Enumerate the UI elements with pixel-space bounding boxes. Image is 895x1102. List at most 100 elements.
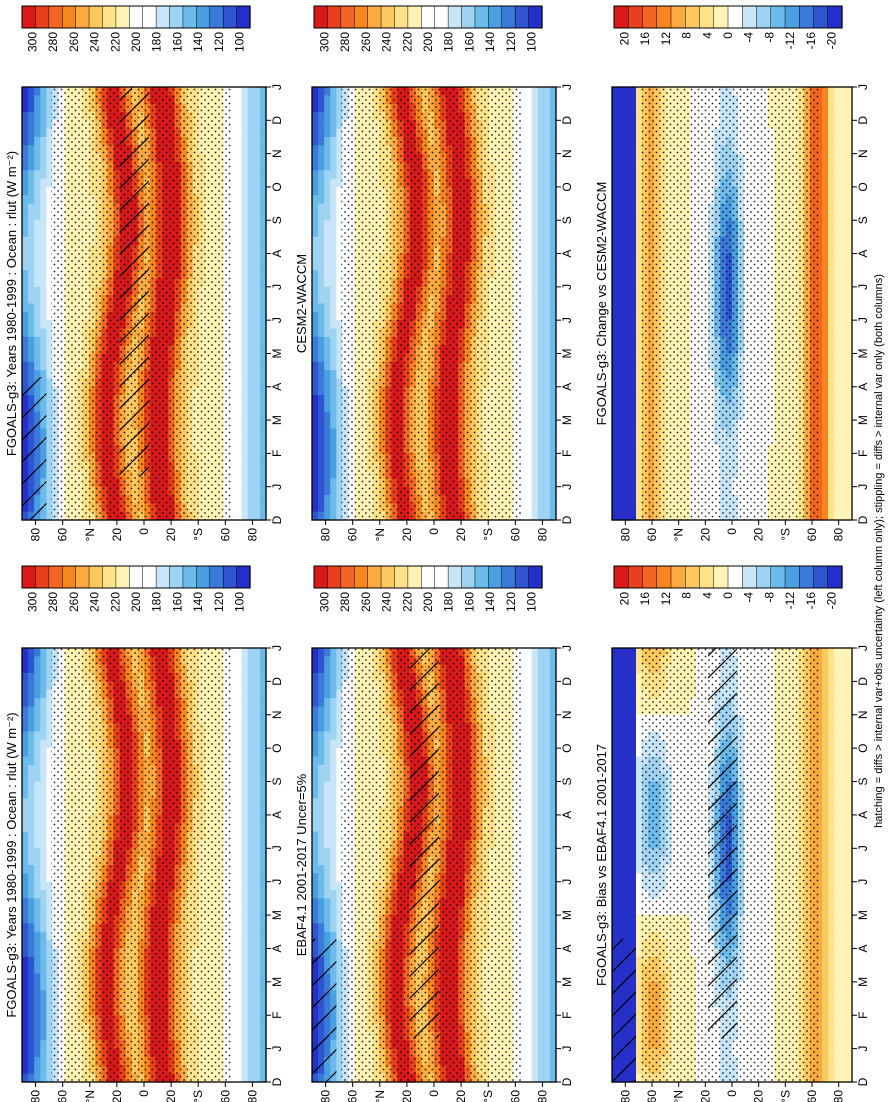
heat-cell bbox=[318, 765, 325, 774]
heat-cell bbox=[318, 832, 325, 841]
heat-cell bbox=[28, 362, 35, 371]
heat-cell bbox=[248, 865, 255, 874]
heat-cell bbox=[330, 915, 337, 924]
hatching bbox=[120, 87, 149, 477]
heat-cell bbox=[242, 104, 249, 113]
heat-cell bbox=[236, 965, 243, 974]
heat-cell bbox=[242, 154, 249, 163]
heat-cell bbox=[254, 690, 261, 699]
heat-cell bbox=[34, 673, 41, 682]
heat-cell bbox=[236, 512, 243, 521]
heat-cell bbox=[242, 470, 249, 479]
heat-cell bbox=[28, 715, 35, 724]
heat-cell bbox=[254, 1049, 261, 1058]
latitude-tick-label: 60 bbox=[56, 528, 70, 542]
latitude-tick-label: °N bbox=[83, 528, 97, 541]
heat-cell bbox=[248, 782, 255, 791]
heat-cell bbox=[254, 270, 261, 279]
heat-cell bbox=[28, 1032, 35, 1041]
heat-cell bbox=[34, 304, 41, 313]
heat-cell bbox=[40, 187, 47, 196]
heat-cell bbox=[34, 170, 41, 179]
heat-cell bbox=[40, 915, 47, 924]
heat-cell bbox=[40, 706, 47, 715]
heat-cell bbox=[22, 923, 29, 932]
heat-cell bbox=[324, 840, 331, 849]
heat-cell bbox=[248, 420, 255, 429]
heat-cell bbox=[248, 940, 255, 949]
heat-cell bbox=[40, 1065, 47, 1074]
heat-cell bbox=[318, 782, 325, 791]
heat-cell bbox=[28, 773, 35, 782]
heat-cell bbox=[242, 412, 249, 421]
heat-cell bbox=[34, 1032, 41, 1041]
heat-cell bbox=[242, 179, 249, 188]
heat-cell bbox=[22, 245, 29, 254]
heat-cell bbox=[254, 673, 261, 682]
heat-cell bbox=[28, 823, 35, 832]
heat-cell bbox=[248, 840, 255, 849]
heat-cell bbox=[40, 312, 47, 321]
heat-cell bbox=[22, 990, 29, 999]
heat-cell bbox=[236, 220, 243, 229]
heat-cell bbox=[242, 873, 249, 882]
heat-cell bbox=[254, 470, 261, 479]
heat-cell bbox=[242, 262, 249, 271]
heat-cell bbox=[324, 731, 331, 740]
heat-cell bbox=[34, 681, 41, 690]
heat-cell bbox=[28, 740, 35, 749]
heat-cell bbox=[22, 673, 29, 682]
latitude-tick-label: °N bbox=[83, 1090, 97, 1102]
heat-cell bbox=[242, 170, 249, 179]
heat-cell bbox=[40, 279, 47, 288]
heat-cell bbox=[236, 673, 243, 682]
heat-cell bbox=[34, 706, 41, 715]
heat-cell bbox=[34, 229, 41, 238]
heat-cell bbox=[312, 915, 319, 924]
heat-cell bbox=[248, 665, 255, 674]
heat-cell bbox=[242, 999, 249, 1008]
heat-cell bbox=[324, 782, 331, 791]
heat-cell bbox=[330, 681, 337, 690]
heat-cell bbox=[236, 420, 243, 429]
heat-cell bbox=[254, 999, 261, 1008]
heat-cell bbox=[34, 1007, 41, 1016]
month-tick-label: S bbox=[270, 778, 284, 786]
heat-cell bbox=[242, 162, 249, 171]
heat-cell bbox=[40, 748, 47, 757]
heat-cell bbox=[28, 129, 35, 138]
heat-cell bbox=[28, 948, 35, 957]
heatmap-panel-2: DJFMAMJJASONDJ80 60 °N 20 0 20 °S 60 80FGOALS-g3… bbox=[4, 645, 284, 1102]
heat-cell bbox=[40, 648, 47, 657]
heat-cell bbox=[254, 395, 261, 404]
heat-cell bbox=[312, 873, 319, 882]
heat-cell bbox=[236, 790, 243, 799]
heat-cell bbox=[40, 940, 47, 949]
heat-cell bbox=[236, 898, 243, 907]
heat-cell bbox=[248, 112, 255, 121]
latitude-tick-label: 80 bbox=[245, 528, 259, 542]
heat-cell bbox=[248, 279, 255, 288]
latitude-tick-label: 20 bbox=[110, 1090, 124, 1102]
heat-cell bbox=[28, 162, 35, 171]
heat-cell bbox=[254, 773, 261, 782]
heat-cell bbox=[40, 362, 47, 371]
heat-cell bbox=[28, 915, 35, 924]
heat-cell bbox=[312, 857, 319, 866]
heat-cell bbox=[242, 312, 249, 321]
heat-cell bbox=[22, 1015, 29, 1024]
heat-cell bbox=[28, 706, 35, 715]
month-tick-label: O bbox=[270, 182, 284, 191]
heat-cell bbox=[248, 453, 255, 462]
month-tick-label: J bbox=[270, 645, 284, 651]
heat-cell bbox=[236, 782, 243, 791]
month-tick-label: J bbox=[270, 845, 284, 851]
heat-cell bbox=[330, 748, 337, 757]
heat-cell bbox=[22, 187, 29, 196]
heat-cell bbox=[22, 1049, 29, 1058]
heat-cell bbox=[34, 112, 41, 121]
heat-cell bbox=[254, 974, 261, 983]
month-tick-label: M bbox=[270, 415, 284, 425]
heat-cell bbox=[34, 320, 41, 329]
heat-cell bbox=[236, 823, 243, 832]
